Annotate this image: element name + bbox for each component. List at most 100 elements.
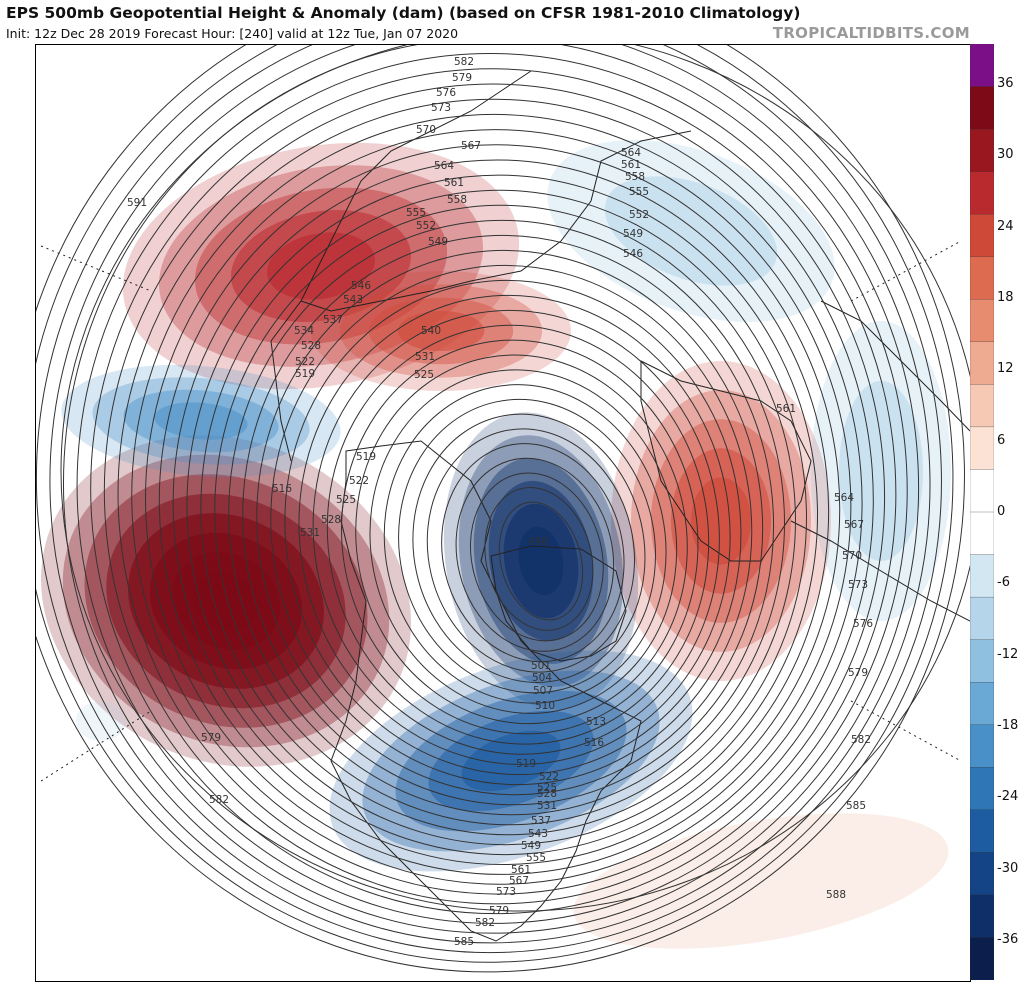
height-contour	[186, 174, 818, 846]
contour-label: 564	[834, 492, 854, 504]
contour-label: 525	[537, 782, 557, 794]
ridge-atlantic	[573, 813, 949, 949]
contour-label: 522	[349, 475, 369, 487]
contour-label: 573	[848, 579, 868, 591]
contour-label: 570	[416, 124, 436, 136]
colorbar-cell	[970, 682, 994, 726]
height-contour	[62, 45, 920, 934]
contour-label: 546	[351, 280, 371, 292]
colorbar-cell	[970, 128, 994, 173]
contour-label: 573	[431, 102, 451, 114]
contour-label: 519	[356, 451, 376, 463]
contour-label: 570	[842, 550, 862, 562]
contour-label: 552	[416, 220, 436, 232]
contour-label: 573	[496, 886, 516, 898]
trough-siberia-west	[547, 139, 835, 323]
colorbar-tick-label: -24	[997, 789, 1019, 805]
height-contour	[469, 472, 604, 642]
contour-label: 579	[452, 72, 472, 84]
contour-label: 591	[127, 197, 147, 209]
contour-label: 516	[584, 737, 604, 749]
height-contour	[412, 413, 646, 683]
anomaly-ring	[76, 701, 126, 741]
height-contour	[270, 264, 753, 786]
height-contour	[355, 354, 688, 725]
contour-label: 576	[853, 618, 873, 630]
map-panel: 5825795765735705675645615585555525495465…	[35, 44, 971, 982]
height-contour	[90, 68, 897, 915]
contour-label: 522	[295, 356, 315, 368]
outer-contour	[60, 45, 970, 912]
contour-label: 522	[539, 771, 559, 783]
contour-label: 525	[414, 369, 434, 381]
contour-label: 582	[475, 917, 495, 929]
colorbar	[970, 44, 994, 980]
anomaly-ring	[573, 813, 949, 949]
height-contour	[200, 189, 807, 836]
contour-label: 540	[421, 325, 441, 337]
height-contour	[36, 45, 954, 963]
contour-label: 525	[336, 494, 356, 506]
colorbar-cell	[970, 894, 994, 939]
contour-label: 582	[454, 56, 474, 68]
trough-greenland	[443, 412, 639, 710]
contour-label: 543	[528, 828, 548, 840]
anomaly-ring	[547, 139, 835, 323]
contour-label: 555	[406, 207, 426, 219]
contour-label: 579	[848, 667, 868, 679]
colorbar-cell	[970, 299, 994, 343]
contour-label: 555	[629, 186, 649, 198]
height-contour	[76, 53, 908, 924]
height-contour	[341, 339, 699, 735]
contour-label: 513	[586, 716, 606, 728]
contour-label: 546	[623, 248, 643, 260]
colorbar-cell	[970, 767, 994, 811]
colorbar-cell	[970, 724, 994, 768]
contour-label: 576	[436, 87, 456, 99]
contour-label: 564	[434, 160, 454, 172]
contour-label: 555	[526, 852, 546, 864]
anomaly-shading	[41, 139, 951, 949]
anomaly-ring	[691, 477, 751, 565]
contour-label: 537	[531, 815, 551, 827]
height-contour	[214, 204, 796, 826]
contour-label: 549	[521, 840, 541, 852]
height-contour	[36, 45, 965, 973]
height-contour	[383, 384, 667, 704]
colorbar-cell	[970, 596, 994, 641]
height-contour	[369, 369, 678, 714]
contour-label: 567	[509, 875, 529, 887]
contour-label: 528	[321, 514, 341, 526]
height-contour	[131, 113, 863, 885]
colorbar-cell	[970, 214, 994, 258]
colorbar-cell	[970, 426, 994, 471]
trough-eastern-north-america	[329, 650, 693, 872]
colorbar-tick-label: -12	[997, 646, 1019, 662]
contour-label: 537	[323, 314, 343, 326]
contour-label: 504	[532, 672, 552, 684]
contour-label: 549	[623, 228, 643, 240]
height-contours	[36, 45, 970, 973]
contour-label: 501	[531, 660, 551, 672]
contour-label: 567	[844, 519, 864, 531]
ridge-north-pacific	[41, 435, 411, 767]
contour-label: 507	[533, 685, 553, 697]
colorbar-cell	[970, 511, 994, 556]
colorbar-cell	[970, 384, 994, 428]
height-contour	[298, 294, 731, 765]
height-contour	[172, 159, 830, 856]
contour-label: 561	[511, 864, 531, 876]
colorbar-tick-label: 0	[997, 504, 1006, 519]
colorbar-cell	[970, 937, 994, 980]
height-contour	[49, 45, 931, 944]
anomaly-ring	[604, 176, 778, 286]
contour-label: 543	[343, 294, 363, 306]
contour-label: 582	[209, 794, 229, 806]
colorbar-cell	[970, 469, 994, 513]
colorbar-cell	[970, 341, 994, 386]
anomaly-ring	[839, 381, 923, 561]
contour-label: 531	[415, 351, 435, 363]
colorbar-tick-label: 12	[997, 361, 1014, 377]
ridge-east-asia	[122, 142, 520, 390]
site-watermark: TROPICALTIDBITS.COM	[772, 24, 970, 42]
